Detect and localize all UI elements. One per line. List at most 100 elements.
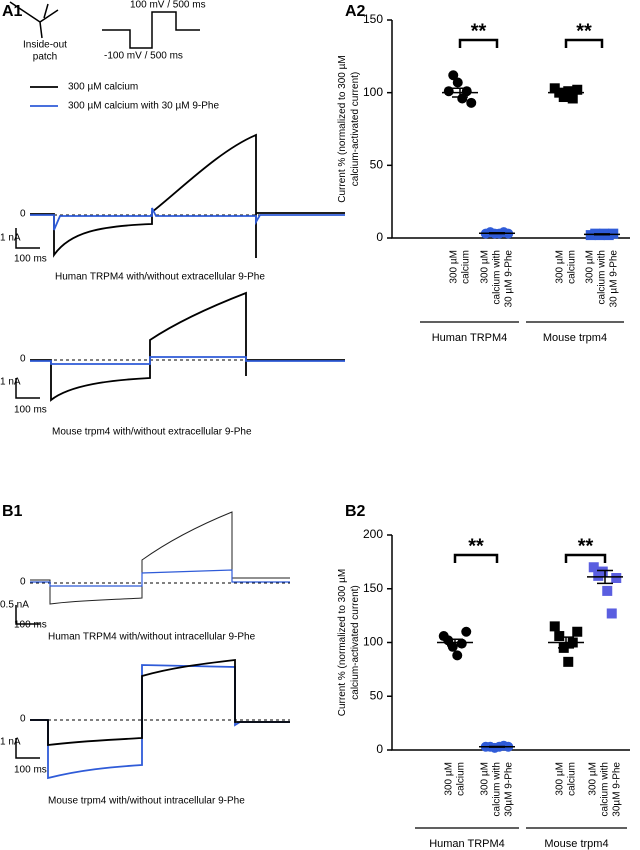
y-tick-label: 50 xyxy=(370,688,384,702)
scale-label: 100 ms xyxy=(14,620,47,631)
x-tick-label-line: 300 µM xyxy=(444,762,455,796)
y-tick-label: 200 xyxy=(363,527,383,541)
panel-label: B1 xyxy=(2,503,23,520)
data-point xyxy=(452,650,463,661)
y-axis-label-line: calcium-activated current) xyxy=(350,585,361,699)
data-point xyxy=(606,608,617,619)
y-tick-label: 150 xyxy=(363,581,383,595)
y-tick-label: 0 xyxy=(376,742,383,756)
caption: Human TRPM4 with/without extracellular 9… xyxy=(55,272,265,283)
x-tick-label-line: 30µM 9-Phe xyxy=(612,762,623,817)
group-label: Mouse trpm4 xyxy=(544,838,608,850)
panel-label: A1 xyxy=(2,3,23,20)
error-bar xyxy=(489,745,505,748)
significance-bracket xyxy=(564,553,607,563)
x-tick-label-line: calcium xyxy=(461,250,472,284)
significance-bracket xyxy=(564,38,604,48)
caption: Human TRPM4 with/without intracellular 9… xyxy=(48,632,256,643)
y-axis-label-line: Current % (normalized to 300 µM xyxy=(337,55,348,203)
x-tick-label-line: 30 µM 9-Phe xyxy=(504,250,515,308)
zero-label: 0 xyxy=(20,714,26,725)
x-tick-label-line: calcium with xyxy=(597,250,608,304)
y-axis-label: Current % (normalized to 300 µM calcium-a… xyxy=(337,569,361,717)
y-tick-label: 100 xyxy=(363,635,383,649)
x-tick-label-line: calcium with xyxy=(492,250,503,304)
x-tick-label-line: calcium xyxy=(567,762,578,796)
y-tick-label: 50 xyxy=(370,158,384,172)
scale-label: 100 ms xyxy=(14,254,47,265)
data-point xyxy=(563,656,574,667)
x-tick-label-line: 30µM 9-Phe xyxy=(504,762,515,817)
significance-label: ** xyxy=(576,20,592,42)
error-bar xyxy=(594,233,610,236)
error-bar xyxy=(489,232,505,235)
scale-bar xyxy=(15,738,40,759)
significance-bracket xyxy=(453,553,499,563)
x-tick-label: 300 µM calcium with 30µM 9-Phe xyxy=(480,762,515,817)
trace xyxy=(30,664,290,780)
group-label: Mouse trpm4 xyxy=(543,332,607,344)
scale-label: 100 ms xyxy=(14,405,47,416)
caption: Mouse trpm4 with/without intracellular 9… xyxy=(48,796,245,807)
x-tick-label: 300 µM calcium xyxy=(444,762,467,796)
y-tick-label: 0 xyxy=(376,230,383,244)
data-point xyxy=(567,93,578,104)
y-tick-label: 150 xyxy=(363,12,383,26)
patch-label: Inside-out xyxy=(23,40,67,51)
data-point xyxy=(611,573,622,583)
scale-label: 0.5 nA xyxy=(0,600,29,611)
x-tick-label-line: 300 µM xyxy=(449,250,460,284)
pipette-icon xyxy=(9,1,59,39)
data-point xyxy=(443,86,454,97)
trace xyxy=(30,569,290,587)
data-point xyxy=(456,638,467,649)
data-point xyxy=(461,626,472,637)
scale-bar xyxy=(15,378,40,399)
x-tick-label-line: calcium xyxy=(567,250,578,284)
error-bar xyxy=(447,638,463,647)
trace xyxy=(30,291,345,402)
data-point xyxy=(447,641,458,652)
panel-label: A2 xyxy=(345,3,366,20)
voltage-protocol xyxy=(102,11,200,49)
significance-label: ** xyxy=(578,535,594,557)
x-tick-label: 300 µM calcium xyxy=(555,250,578,284)
trace xyxy=(30,658,290,747)
legend-label: 300 µM calcium with 30 µM 9-Phe xyxy=(68,101,219,112)
x-tick-label: 300 µM calcium xyxy=(449,250,472,284)
error-bar xyxy=(597,569,613,585)
trace xyxy=(30,133,345,258)
caption: Mouse trpm4 with/without extracellular 9… xyxy=(52,427,252,438)
data-point xyxy=(572,84,583,95)
x-tick-label-line: calcium with xyxy=(600,762,611,816)
y-tick-label: 100 xyxy=(363,85,383,99)
scale-label: 1 nA xyxy=(0,737,21,748)
x-tick-label-line: 300 µM xyxy=(555,250,566,284)
x-tick-label: 300 µM calcium with 30 µM 9-Phe xyxy=(480,250,515,308)
trace xyxy=(30,356,345,365)
group-label: Human TRPM4 xyxy=(432,332,508,344)
scale-bar xyxy=(15,605,40,625)
data-point xyxy=(558,92,569,103)
trace xyxy=(30,207,345,231)
x-tick-label-line: 300 µM xyxy=(585,250,596,284)
x-tick-label-line: 300 µM xyxy=(555,762,566,796)
x-tick-label: 300 µM calcium with 30 µM 9-Phe xyxy=(585,250,620,308)
x-tick-label-line: 300 µM xyxy=(480,762,491,796)
scale-label: 1 nA xyxy=(0,377,21,388)
patch-label: patch xyxy=(33,52,57,63)
scale-label: 100 ms xyxy=(14,765,47,776)
data-point xyxy=(572,626,583,637)
x-tick-label-line: 300 µM xyxy=(588,762,599,796)
x-tick-label-line: calcium xyxy=(456,762,467,796)
x-tick-label-line: calcium with xyxy=(492,762,503,816)
scale-bar xyxy=(15,228,40,249)
legend-label: 300 µM calcium xyxy=(68,82,138,93)
y-axis-label-line: calcium-activated current) xyxy=(350,72,361,186)
data-point xyxy=(554,631,565,642)
data-point xyxy=(597,566,608,577)
data-point xyxy=(588,562,599,573)
x-tick-label: 300 µM calcium xyxy=(555,762,578,796)
protocol-label: -100 mV / 500 ms xyxy=(104,51,183,62)
